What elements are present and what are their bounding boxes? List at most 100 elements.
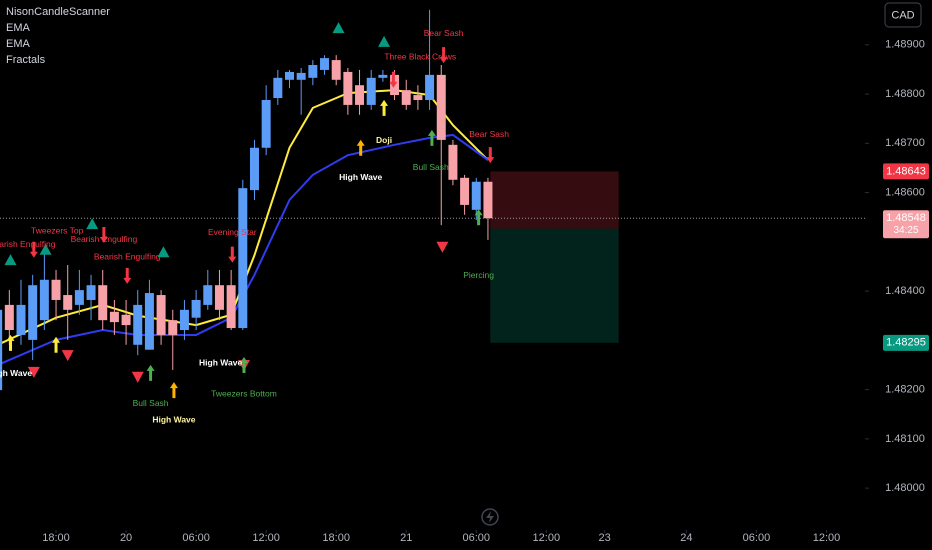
last-price-label: 1.48548 bbox=[886, 212, 926, 224]
candle-body bbox=[0, 309, 3, 391]
pattern-label: Bull Sash bbox=[413, 162, 449, 172]
pattern-label: Bearish Engulfing bbox=[71, 234, 138, 244]
pattern-label: Bull Sash bbox=[133, 398, 169, 408]
marker-triangle-up bbox=[157, 246, 170, 258]
candle-body bbox=[296, 72, 306, 80]
marker-triangle-up bbox=[39, 243, 52, 255]
candle-body bbox=[366, 77, 376, 105]
y-tick-label: 1.48600 bbox=[885, 186, 925, 198]
currency-button[interactable]: CAD bbox=[884, 2, 922, 28]
target-zone bbox=[490, 228, 619, 343]
legend-entry: NisonCandleScanner bbox=[6, 6, 110, 18]
candle-body bbox=[16, 304, 26, 335]
marker-triangle-up bbox=[86, 218, 99, 230]
marker-arrow-up bbox=[380, 99, 389, 116]
pattern-label: Bear Sash bbox=[424, 28, 464, 38]
axes: 1.48000 1.48100 1.48200 1.48400 1.48600 1.487… bbox=[42, 39, 929, 544]
candle-body bbox=[483, 181, 493, 219]
replay-icon[interactable] bbox=[481, 508, 499, 526]
candle-body bbox=[109, 311, 119, 323]
marker-arrow-up bbox=[427, 129, 436, 146]
x-tick-label: 24 bbox=[680, 532, 692, 544]
x-tick-label: 06:00 bbox=[463, 532, 491, 544]
marker-arrow-up bbox=[169, 382, 178, 399]
currency-button-frame[interactable] bbox=[884, 2, 922, 28]
marker-arrow-down bbox=[99, 226, 108, 243]
pattern-label: Bearish Engulfing bbox=[94, 251, 161, 261]
candle-body bbox=[331, 60, 341, 80]
candle-body bbox=[144, 293, 154, 350]
stop-price-box bbox=[883, 163, 929, 180]
pattern-label: Doji bbox=[376, 135, 392, 145]
replay-bolt[interactable] bbox=[486, 511, 494, 523]
x-tick-label: 18:00 bbox=[322, 532, 350, 544]
candle-body bbox=[168, 320, 178, 335]
pattern-label: Three Black Crows bbox=[384, 51, 456, 61]
y-tick-label: 1.48100 bbox=[885, 433, 925, 445]
pattern-label: Bear Sash bbox=[469, 129, 509, 139]
ema-line bbox=[0, 133, 489, 366]
candle-body bbox=[203, 285, 213, 305]
candle-body bbox=[51, 279, 61, 300]
candle-body bbox=[86, 285, 96, 300]
y-tick-label: 1.48900 bbox=[885, 39, 925, 51]
y-tick-label: 1.48200 bbox=[885, 384, 925, 396]
candle-body bbox=[74, 290, 84, 305]
candle-body bbox=[226, 285, 236, 329]
marker-triangle-down bbox=[436, 241, 449, 253]
marker-triangle-up bbox=[378, 35, 391, 47]
candle-body bbox=[413, 95, 423, 100]
x-tick-label: 06:00 bbox=[743, 532, 771, 544]
ema-line bbox=[0, 89, 489, 345]
candle-body bbox=[448, 144, 458, 180]
pattern-label: Tweezers Top bbox=[31, 225, 84, 235]
pattern-label: Evening Star bbox=[208, 227, 257, 237]
candle-body bbox=[320, 58, 330, 70]
y-tick-label: 1.48000 bbox=[885, 482, 925, 494]
stop-zone bbox=[490, 171, 619, 229]
pattern-label: High Wave bbox=[152, 414, 195, 424]
candle-body bbox=[121, 314, 131, 326]
marker-arrow-down bbox=[439, 47, 448, 64]
x-tick-label: 20 bbox=[120, 532, 132, 544]
target-price-label: 1.48295 bbox=[886, 337, 926, 349]
legend-entry: EMA bbox=[6, 38, 31, 50]
candle-body bbox=[285, 71, 295, 80]
replay-circle[interactable] bbox=[481, 508, 499, 526]
candle-body bbox=[156, 295, 166, 335]
x-tick-label: 21 bbox=[400, 532, 412, 544]
x-tick-label: 12:00 bbox=[533, 532, 561, 544]
marker-arrow-up bbox=[474, 209, 483, 226]
marker-arrow-down bbox=[123, 267, 132, 284]
candle-body bbox=[179, 309, 189, 331]
candle-body bbox=[214, 285, 224, 310]
pattern-label: Tweezers Bottom bbox=[211, 388, 277, 398]
candle-body bbox=[378, 74, 388, 78]
y-tick-label: 1.48800 bbox=[885, 88, 925, 100]
x-tick-label: 12:00 bbox=[813, 532, 841, 544]
candle-body bbox=[343, 71, 353, 105]
marker-arrow-up bbox=[52, 336, 61, 353]
x-tick-label: 23 bbox=[599, 532, 611, 544]
marker-arrow-up bbox=[239, 356, 248, 373]
pattern-label: Bearish Engulfing bbox=[0, 239, 56, 249]
y-tick-label: 1.48700 bbox=[885, 137, 925, 149]
marker-arrow-down bbox=[389, 71, 398, 88]
candle-body bbox=[63, 295, 73, 310]
marker-arrow-down bbox=[29, 241, 38, 258]
marker-triangle-down bbox=[27, 366, 40, 378]
candle-body bbox=[355, 85, 365, 105]
candle-body bbox=[460, 177, 470, 205]
marker-arrow-down bbox=[228, 246, 237, 263]
marker-triangle-up bbox=[332, 22, 345, 34]
candle-body bbox=[191, 299, 201, 318]
last-price-box bbox=[883, 210, 929, 239]
currency-label[interactable]: CAD bbox=[891, 9, 914, 21]
marker-arrow-down bbox=[486, 147, 495, 164]
pattern-label: High Wave bbox=[339, 172, 382, 182]
marker-triangle-down bbox=[131, 371, 144, 383]
x-tick-label: 12:00 bbox=[252, 532, 280, 544]
pattern-label: Piercing bbox=[463, 270, 494, 280]
